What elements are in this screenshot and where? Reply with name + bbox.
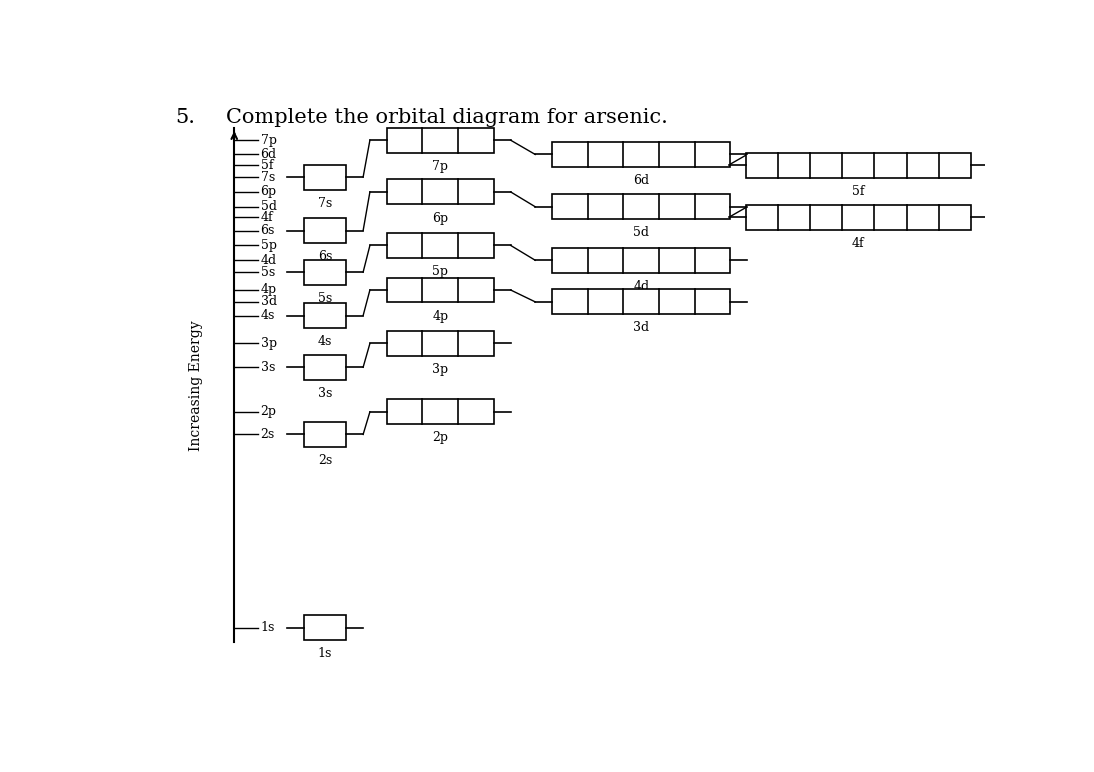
Text: 2s: 2s — [260, 428, 275, 441]
Text: 1s: 1s — [317, 647, 333, 660]
Text: 5s: 5s — [318, 292, 333, 305]
Bar — [387, 127, 493, 153]
Bar — [387, 179, 493, 205]
Text: 3d: 3d — [260, 296, 277, 308]
Bar — [745, 153, 971, 178]
Text: 2p: 2p — [260, 405, 277, 418]
Text: 4p: 4p — [260, 283, 277, 296]
Text: 3p: 3p — [432, 363, 449, 376]
Bar — [304, 218, 346, 243]
Text: 6d: 6d — [633, 174, 649, 187]
Text: 5s: 5s — [260, 266, 275, 279]
Text: 2p: 2p — [432, 432, 449, 445]
Bar — [304, 164, 346, 190]
Text: 5.: 5. — [175, 107, 195, 127]
Text: 2s: 2s — [318, 454, 333, 467]
Text: 3p: 3p — [260, 337, 277, 350]
Text: 6s: 6s — [260, 224, 275, 237]
Text: 7s: 7s — [260, 171, 275, 184]
Text: 5f: 5f — [260, 159, 274, 171]
Text: 5d: 5d — [260, 200, 277, 213]
Text: 5p: 5p — [432, 265, 449, 278]
Bar — [552, 195, 731, 219]
Bar — [552, 142, 731, 167]
Bar — [387, 331, 493, 356]
Text: 4s: 4s — [260, 309, 275, 322]
Bar — [387, 277, 493, 303]
Text: 4s: 4s — [317, 335, 333, 348]
Text: 4f: 4f — [260, 211, 274, 224]
Text: 5d: 5d — [633, 226, 649, 239]
Text: Complete the orbital diagram for arsenic.: Complete the orbital diagram for arsenic… — [225, 107, 667, 127]
Text: 4f: 4f — [852, 237, 864, 250]
Text: 3s: 3s — [260, 361, 275, 374]
Bar — [304, 615, 346, 640]
Text: 3d: 3d — [633, 321, 649, 334]
Text: 4p: 4p — [432, 310, 449, 323]
Bar — [304, 422, 346, 447]
Bar — [552, 248, 731, 273]
Text: 5p: 5p — [260, 239, 277, 252]
Text: 3s: 3s — [317, 387, 333, 400]
Text: 1s: 1s — [260, 621, 275, 634]
Text: 5f: 5f — [852, 185, 864, 198]
Text: 7p: 7p — [260, 134, 277, 147]
Text: 7s: 7s — [318, 197, 333, 210]
Text: 6p: 6p — [260, 185, 277, 198]
Text: 4d: 4d — [260, 254, 277, 267]
Bar — [304, 259, 346, 285]
Bar — [552, 290, 731, 314]
Bar — [304, 355, 346, 380]
Bar — [745, 205, 971, 230]
Bar — [304, 303, 346, 328]
Text: 6d: 6d — [260, 148, 277, 161]
Text: 6p: 6p — [432, 212, 449, 225]
Text: 7p: 7p — [432, 160, 449, 173]
Bar — [387, 233, 493, 258]
Text: 4d: 4d — [633, 280, 649, 293]
Text: Increasing Energy: Increasing Energy — [189, 320, 203, 451]
Bar — [387, 399, 493, 425]
Text: 6s: 6s — [317, 250, 333, 263]
